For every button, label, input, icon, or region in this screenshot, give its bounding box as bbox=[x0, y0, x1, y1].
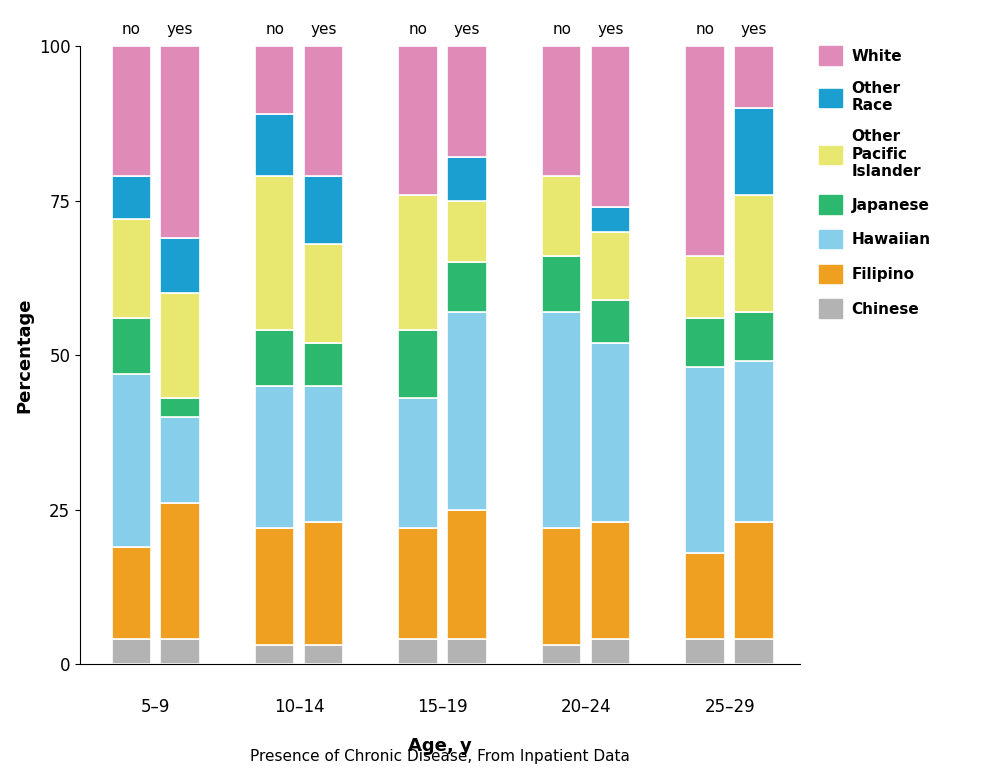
Bar bbox=[160, 238, 200, 293]
Bar bbox=[112, 374, 151, 547]
Bar bbox=[591, 300, 630, 343]
Bar bbox=[255, 46, 294, 114]
Bar bbox=[398, 195, 438, 330]
Bar bbox=[304, 244, 343, 343]
Text: 10–14: 10–14 bbox=[274, 698, 324, 716]
Bar bbox=[447, 510, 487, 639]
Bar bbox=[112, 219, 151, 318]
Bar bbox=[304, 343, 343, 386]
Bar bbox=[398, 46, 438, 195]
Text: yes: yes bbox=[597, 22, 624, 37]
Text: yes: yes bbox=[454, 22, 480, 37]
Bar bbox=[304, 46, 343, 176]
Bar bbox=[542, 176, 581, 256]
Bar bbox=[591, 343, 630, 522]
Bar bbox=[447, 262, 487, 312]
Bar bbox=[398, 398, 438, 528]
Bar bbox=[112, 547, 151, 639]
Bar bbox=[591, 522, 630, 639]
Bar bbox=[160, 639, 200, 664]
Bar bbox=[160, 417, 200, 503]
Bar bbox=[447, 46, 487, 157]
Bar bbox=[398, 528, 438, 639]
Bar bbox=[734, 312, 774, 361]
Bar bbox=[160, 46, 200, 238]
Bar bbox=[542, 645, 581, 664]
Bar bbox=[160, 398, 200, 417]
Bar bbox=[685, 46, 725, 256]
Text: yes: yes bbox=[310, 22, 337, 37]
Bar bbox=[398, 639, 438, 664]
Text: no: no bbox=[552, 22, 571, 37]
Text: no: no bbox=[696, 22, 715, 37]
Text: 20–24: 20–24 bbox=[561, 698, 611, 716]
Bar bbox=[447, 201, 487, 262]
Bar bbox=[591, 207, 630, 232]
Bar bbox=[447, 639, 487, 664]
Bar bbox=[304, 176, 343, 244]
Bar bbox=[447, 312, 487, 510]
Bar bbox=[591, 232, 630, 300]
Bar bbox=[734, 46, 774, 108]
Bar bbox=[542, 312, 581, 528]
Text: 5–9: 5–9 bbox=[141, 698, 170, 716]
Bar bbox=[542, 528, 581, 645]
Legend: White, Other
Race, Other
Pacific
Islander, Japanese, Hawaiian, Filipino, Chinese: White, Other Race, Other Pacific Islande… bbox=[815, 42, 935, 323]
Y-axis label: Percentage: Percentage bbox=[15, 297, 33, 413]
Bar bbox=[255, 645, 294, 664]
Bar bbox=[160, 293, 200, 398]
Bar bbox=[734, 195, 774, 312]
Bar bbox=[255, 528, 294, 645]
Bar bbox=[685, 639, 725, 664]
Bar bbox=[734, 361, 774, 522]
Bar bbox=[255, 176, 294, 330]
Bar bbox=[112, 639, 151, 664]
Bar bbox=[112, 46, 151, 176]
Bar bbox=[112, 176, 151, 219]
Bar bbox=[398, 330, 438, 398]
Bar bbox=[685, 318, 725, 367]
Text: Age, y: Age, y bbox=[408, 737, 472, 755]
Bar bbox=[542, 46, 581, 176]
Bar bbox=[255, 330, 294, 386]
Bar bbox=[255, 386, 294, 528]
Bar bbox=[591, 639, 630, 664]
Bar bbox=[591, 46, 630, 207]
Bar bbox=[255, 114, 294, 176]
Bar bbox=[160, 503, 200, 639]
Text: no: no bbox=[265, 22, 284, 37]
Bar bbox=[734, 522, 774, 639]
Text: Presence of Chronic Disease, From Inpatient Data: Presence of Chronic Disease, From Inpati… bbox=[250, 750, 630, 764]
Bar bbox=[447, 157, 487, 201]
Bar bbox=[112, 318, 151, 374]
Bar bbox=[542, 256, 581, 312]
Bar bbox=[304, 522, 343, 645]
Text: no: no bbox=[409, 22, 428, 37]
Bar bbox=[734, 108, 774, 195]
Text: yes: yes bbox=[741, 22, 767, 37]
Text: 25–29: 25–29 bbox=[704, 698, 755, 716]
Text: yes: yes bbox=[167, 22, 193, 37]
Bar bbox=[734, 639, 774, 664]
Bar bbox=[685, 553, 725, 639]
Text: no: no bbox=[122, 22, 141, 37]
Bar bbox=[304, 386, 343, 522]
Bar bbox=[304, 645, 343, 664]
Bar bbox=[685, 256, 725, 318]
Bar bbox=[685, 367, 725, 553]
Text: 15–19: 15–19 bbox=[417, 698, 468, 716]
